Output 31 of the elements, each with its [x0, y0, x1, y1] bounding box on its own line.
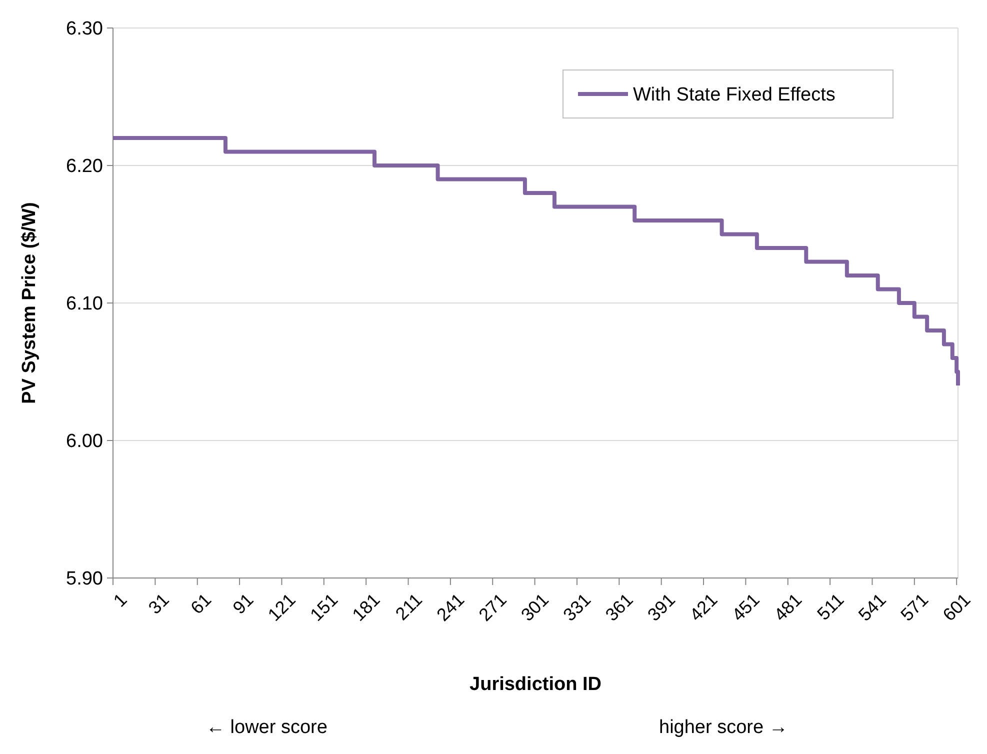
x-axis-title: Jurisdiction ID — [470, 674, 602, 695]
x-tick-label: 331 — [559, 590, 595, 625]
x-tick-label: 91 — [228, 590, 258, 618]
y-axis-title: PV System Price ($/W) — [19, 202, 40, 404]
x-tick-label: 451 — [728, 590, 764, 625]
x-tick-label: 241 — [432, 590, 468, 625]
legend-label: With State Fixed Effects — [633, 84, 836, 106]
x-tick-label: 181 — [348, 590, 384, 625]
x-tick-label: 361 — [602, 590, 637, 625]
y-tick-label: 6.00 — [66, 431, 103, 452]
text: higher score → — [659, 717, 788, 738]
y-tick-label: 6.10 — [66, 294, 103, 315]
x-tick-label: 511 — [813, 590, 848, 624]
x-tick-label: 421 — [686, 590, 722, 625]
x-tick-label: 301 — [517, 590, 553, 625]
y-tick-label: 6.20 — [66, 156, 103, 178]
x-tick-label: 151 — [306, 590, 342, 625]
x-tick-label: 61 — [186, 590, 216, 618]
y-tick-label: 6.30 — [66, 18, 103, 40]
x-tick-label: 211 — [392, 590, 426, 624]
x-tick-label: 121 — [264, 590, 300, 625]
x-tick-label: 571 — [896, 590, 932, 625]
x-tick-label: 481 — [770, 590, 806, 625]
x-tick-label: 271 — [474, 590, 510, 625]
x-tick-label: 31 — [144, 590, 173, 618]
x-tick-label: 391 — [644, 590, 680, 625]
x-tick-label: 1 — [110, 590, 131, 611]
x-tick-label: 601 — [938, 590, 974, 625]
text: ← lower score — [206, 717, 328, 738]
y-tick-label: 5.90 — [66, 568, 103, 590]
x-tick-label: 541 — [854, 590, 890, 625]
